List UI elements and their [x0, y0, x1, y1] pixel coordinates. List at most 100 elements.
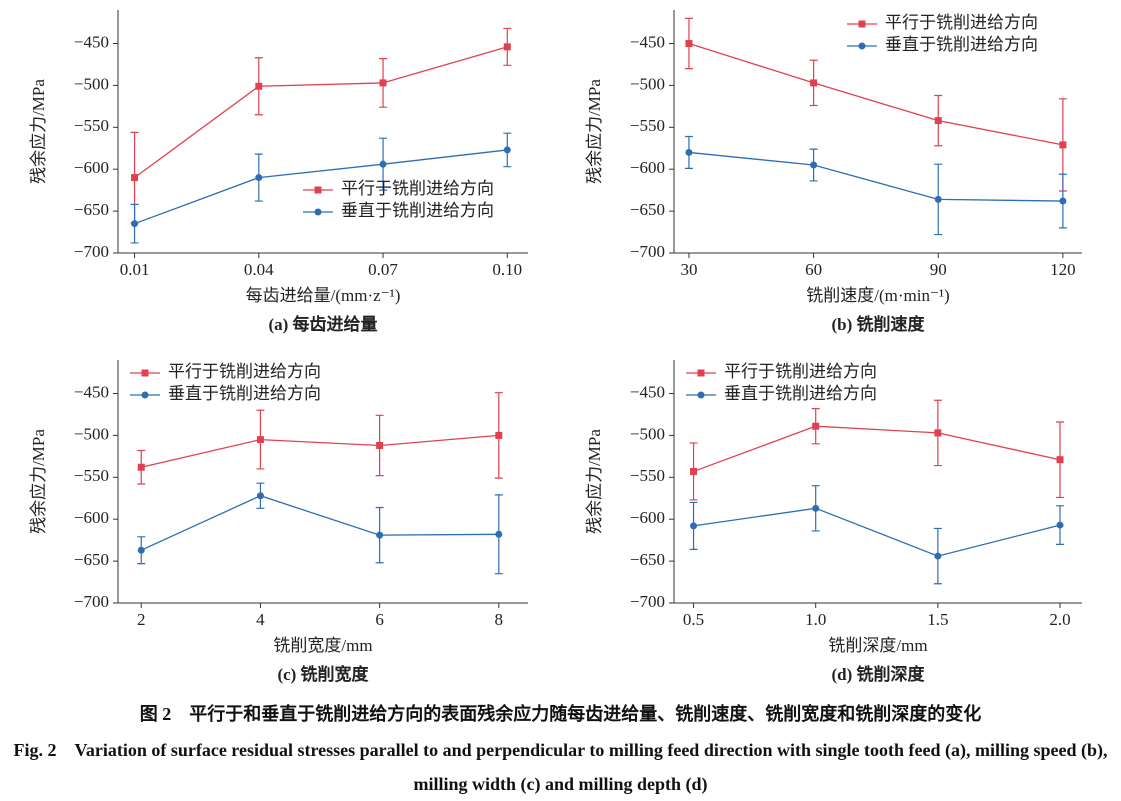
- marker: [812, 422, 820, 430]
- legend-marker: [314, 208, 322, 216]
- marker: [1056, 521, 1064, 529]
- marker: [379, 160, 387, 168]
- marker: [934, 552, 942, 560]
- x-axis-label: 每齿进给量/(mm·z⁻¹): [246, 286, 401, 305]
- y-axis-label: 残余应力/MPa: [585, 429, 604, 534]
- legend-label: 平行于铣削进给方向: [168, 362, 321, 381]
- y-tick-label: −550: [74, 466, 109, 485]
- y-tick-label: −600: [630, 158, 665, 177]
- x-tick-label: 90: [930, 260, 947, 279]
- marker: [137, 546, 145, 554]
- y-tick-label: −700: [74, 242, 109, 261]
- marker: [685, 148, 693, 156]
- y-tick-label: −650: [74, 550, 109, 569]
- y-tick-label: −550: [630, 116, 665, 135]
- series-line: [688, 42, 1064, 146]
- legend-label: 垂直于铣削进给方向: [168, 384, 321, 403]
- y-axis-label: 残余应力/MPa: [29, 429, 48, 534]
- x-tick-label: 1.5: [927, 610, 948, 629]
- y-tick-label: −600: [630, 508, 665, 527]
- y-tick-label: −650: [630, 550, 665, 569]
- series-line: [134, 149, 508, 225]
- marker: [810, 79, 818, 87]
- x-axis-label: 铣削宽度/mm: [273, 636, 372, 655]
- y-tick-label: −650: [630, 200, 665, 219]
- chart-caption: (a) 每齿进给量: [268, 314, 377, 334]
- marker: [934, 117, 942, 125]
- marker: [934, 429, 942, 437]
- y-tick-label: −450: [74, 382, 109, 401]
- legend-marker: [141, 391, 149, 399]
- y-tick-label: −500: [74, 424, 109, 443]
- legend-marker: [697, 369, 705, 377]
- x-tick-label: 0.01: [120, 260, 150, 279]
- chart-caption: (b) 铣削速度: [831, 314, 925, 334]
- marker: [256, 436, 264, 444]
- x-tick-label: 0.07: [368, 260, 398, 279]
- y-tick-label: −550: [74, 116, 109, 135]
- legend-marker: [858, 20, 866, 28]
- marker: [255, 82, 263, 90]
- legend-label: 平行于铣削进给方向: [885, 13, 1038, 32]
- y-tick-label: −450: [630, 32, 665, 51]
- legend-marker: [858, 42, 866, 50]
- x-tick-label: 6: [375, 610, 384, 629]
- marker: [376, 441, 384, 449]
- y-tick-label: −500: [630, 424, 665, 443]
- chart-caption: (c) 铣削宽度: [277, 664, 369, 684]
- y-tick-label: −450: [630, 382, 665, 401]
- y-tick-label: −450: [74, 32, 109, 51]
- x-tick-label: 8: [495, 610, 504, 629]
- marker: [131, 174, 139, 182]
- y-tick-label: −600: [74, 158, 109, 177]
- x-tick-label: 30: [680, 260, 697, 279]
- x-tick-label: 60: [805, 260, 822, 279]
- y-tick-label: −700: [74, 592, 109, 611]
- x-tick-label: 1.0: [805, 610, 826, 629]
- chart-caption: (d) 铣削深度: [831, 664, 925, 684]
- marker: [934, 195, 942, 203]
- marker: [255, 174, 263, 182]
- marker: [137, 463, 145, 471]
- y-tick-label: −700: [630, 592, 665, 611]
- marker: [131, 220, 139, 228]
- x-tick-label: 2.0: [1049, 610, 1070, 629]
- y-tick-label: −700: [630, 242, 665, 261]
- x-tick-label: 0.5: [683, 610, 704, 629]
- y-tick-label: −600: [74, 508, 109, 527]
- marker: [690, 467, 698, 475]
- marker: [495, 530, 503, 538]
- legend-label: 平行于铣削进给方向: [341, 179, 494, 198]
- marker: [810, 161, 818, 169]
- x-axis-label: 铣削速度/(m·min⁻¹): [806, 286, 949, 305]
- marker: [812, 504, 820, 512]
- legend-label: 垂直于铣削进给方向: [724, 384, 877, 403]
- marker: [503, 43, 511, 51]
- marker: [685, 40, 693, 48]
- x-axis-label: 铣削深度/mm: [828, 636, 927, 655]
- marker: [379, 79, 387, 87]
- legend-label: 垂直于铣削进给方向: [341, 201, 494, 220]
- legend-marker: [314, 186, 322, 194]
- marker: [503, 146, 511, 154]
- y-axis-label: 残余应力/MPa: [29, 79, 48, 184]
- y-tick-label: −650: [74, 200, 109, 219]
- series-line: [140, 495, 499, 551]
- series-line: [693, 507, 1061, 557]
- figure: −700 −650 −600 −550 −500 −450 0.01 0.04 0.07 0.10…: [29, 10, 1082, 684]
- x-tick-label: 2: [137, 610, 146, 629]
- marker: [1059, 197, 1067, 205]
- series-line: [134, 46, 508, 179]
- caption-cn: 图 2 平行于和垂直于铣削进给方向的表面残余应力随每齿进给量、铣削速度、铣削宽度…: [139, 704, 982, 724]
- y-tick-label: −500: [74, 74, 109, 93]
- legend-label: 平行于铣削进给方向: [724, 362, 877, 381]
- marker: [495, 431, 503, 439]
- x-tick-label: 4: [256, 610, 265, 629]
- legend-marker: [141, 369, 149, 377]
- y-axis-label: 残余应力/MPa: [585, 79, 604, 184]
- y-tick-label: −550: [630, 466, 665, 485]
- marker: [1059, 141, 1067, 149]
- marker: [256, 492, 264, 500]
- caption-en: Fig. 2 Variation of surface residual str…: [13, 740, 1108, 794]
